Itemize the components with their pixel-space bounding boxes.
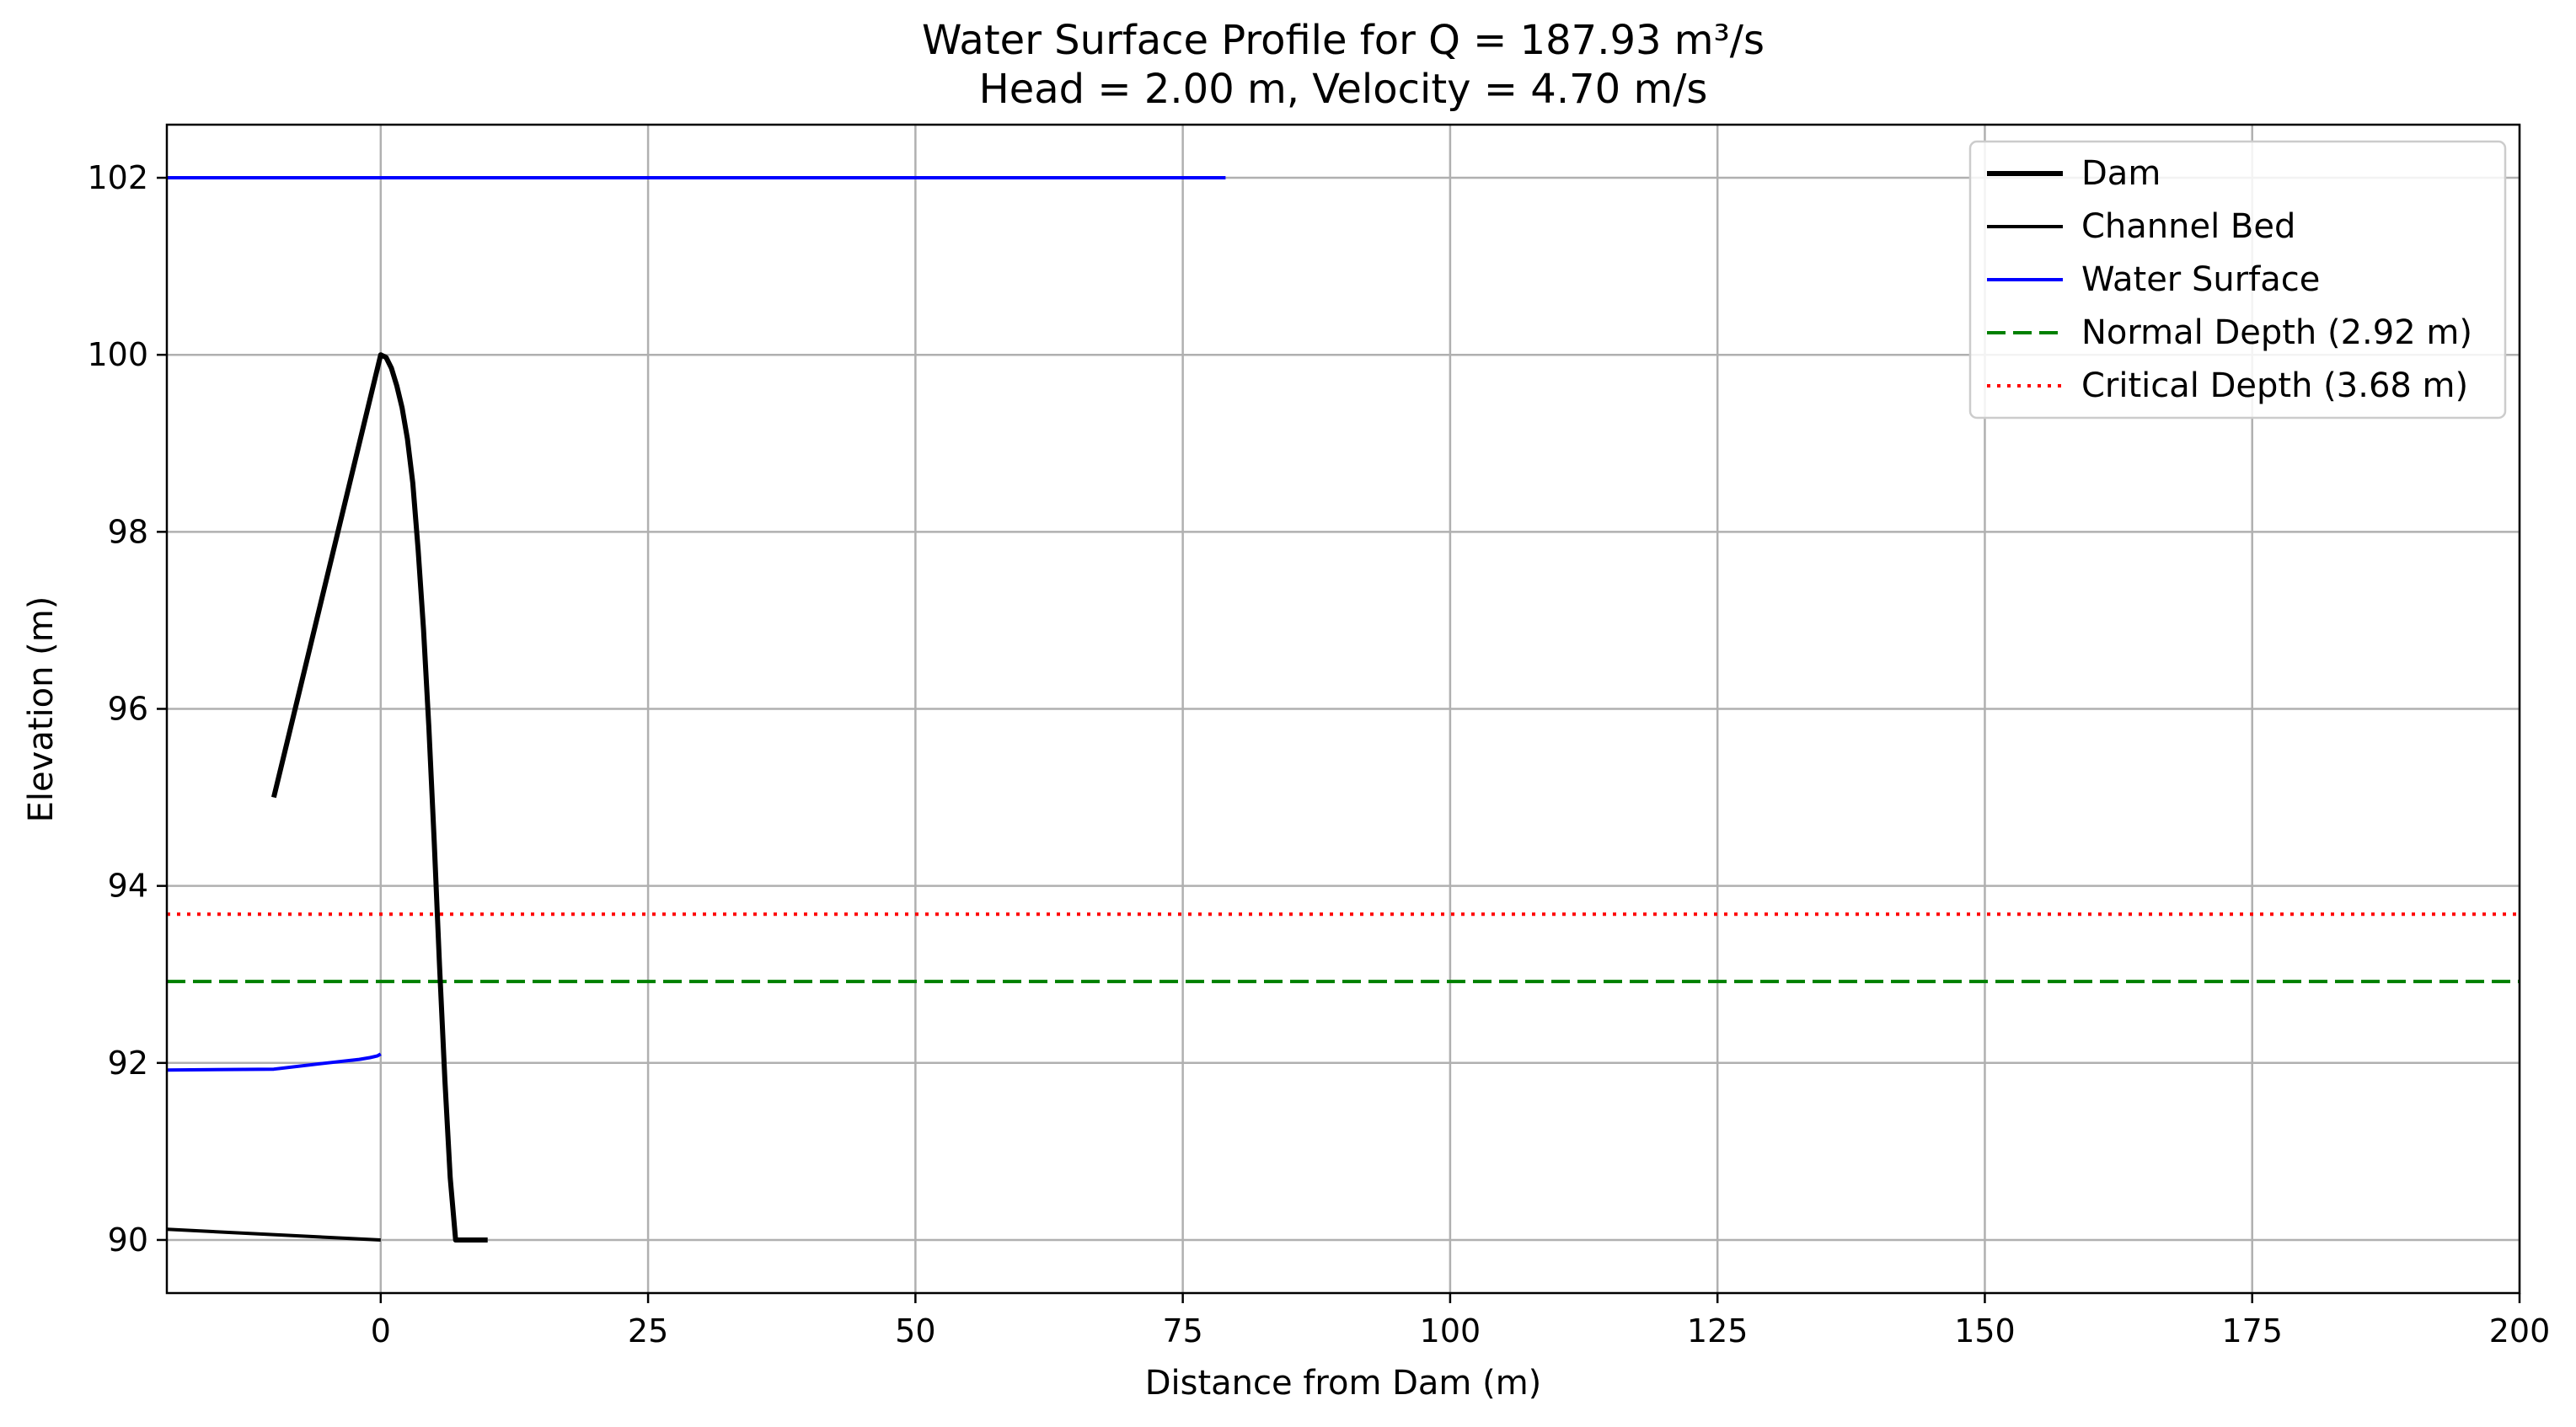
legend-label-channel-bed: Channel Bed bbox=[2081, 207, 2295, 246]
y-tick-label: 94 bbox=[108, 868, 148, 905]
chart-title: Water Surface Profile for Q = 187.93 m³/… bbox=[922, 17, 1765, 64]
plot-series bbox=[167, 176, 2520, 1243]
y-tick-label: 102 bbox=[87, 159, 148, 196]
y-tick-label: 90 bbox=[108, 1221, 148, 1259]
channel-bed-line bbox=[167, 1227, 381, 1242]
y-tick-label: 100 bbox=[87, 336, 148, 373]
x-tick-label: 150 bbox=[1954, 1312, 2016, 1350]
plot-frame bbox=[165, 123, 2521, 1295]
chart-subtitle: Head = 2.00 m, Velocity = 4.70 m/s bbox=[979, 66, 1708, 113]
dam-profile-line bbox=[270, 352, 488, 1243]
legend-label-critical-depth: Critical Depth (3.68 m) bbox=[2081, 366, 2468, 405]
x-tick-label: 200 bbox=[2489, 1312, 2551, 1350]
legend: Dam Channel Bed Water Surface Normal Dep… bbox=[1968, 140, 2507, 420]
x-tick-label: 100 bbox=[1420, 1312, 1481, 1350]
x-tick-label: 25 bbox=[628, 1312, 668, 1350]
x-tick-label: 175 bbox=[2221, 1312, 2283, 1350]
legend-box bbox=[1968, 140, 2507, 420]
y-axis-ticks: 90 92 94 96 98 100 102 bbox=[87, 159, 167, 1259]
x-tick-label: 0 bbox=[371, 1312, 391, 1350]
x-axis-ticks: 0 25 50 75 100 125 150 175 200 bbox=[371, 1293, 2551, 1350]
y-tick-label: 92 bbox=[108, 1045, 148, 1082]
y-tick-label: 98 bbox=[108, 513, 148, 550]
x-axis-label: Distance from Dam (m) bbox=[1145, 1364, 1542, 1403]
legend-label-water-surface: Water Surface bbox=[2081, 260, 2320, 299]
legend-label-normal-depth: Normal Depth (2.92 m) bbox=[2081, 313, 2472, 352]
x-tick-label: 50 bbox=[895, 1312, 935, 1350]
y-axis-label: Elevation (m) bbox=[22, 596, 61, 823]
legend-label-dam: Dam bbox=[2081, 154, 2161, 193]
water-surface-downstream-line bbox=[167, 1052, 382, 1072]
x-tick-label: 125 bbox=[1687, 1312, 1749, 1350]
x-tick-label: 75 bbox=[1162, 1312, 1202, 1350]
y-tick-label: 96 bbox=[108, 691, 148, 728]
